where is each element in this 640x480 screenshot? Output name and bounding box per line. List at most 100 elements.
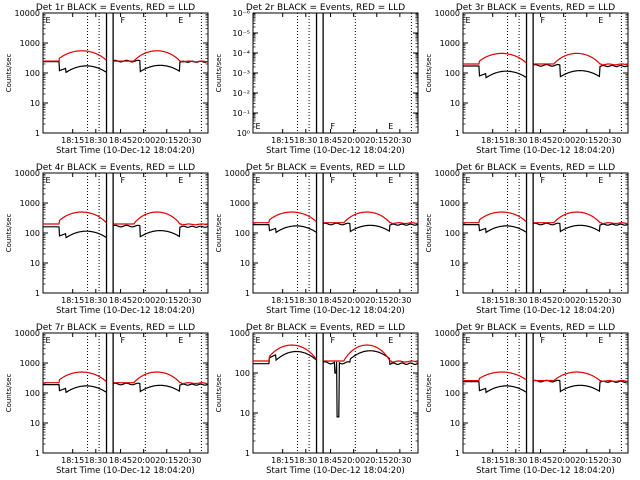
x-tick-label: 18:15 [61,456,84,465]
events-series-line [43,382,209,394]
x-tick-label: 20:30 [388,456,411,465]
lld-series-line [43,211,209,226]
y-tick-label: 1 [455,289,460,298]
x-tick-label: 18:45 [109,296,132,305]
x-tick-label: 18:30 [84,456,107,465]
x-tick-label: 18:30 [504,136,527,145]
flag-label: E [45,176,50,185]
plot-frame [462,172,629,294]
x-tick-label: 20:30 [178,296,201,305]
x-axis-label: Start Time (10-Dec-12 18:04:20) [56,306,195,316]
lld-series-line [253,211,418,225]
flag-label: F [541,336,546,345]
flag-label: E [465,336,470,345]
flag-label: E [465,16,470,25]
events-series-line [463,379,629,394]
y-tick-label: 10 [450,99,460,108]
x-tick-label: 20:00 [132,296,155,305]
plot-frame [462,332,629,454]
y-tick-label: 100 [445,229,460,238]
x-tick-label: 18:30 [84,296,107,305]
x-tick-label: 18:15 [61,296,84,305]
flag-label: E [598,176,603,185]
plot-frame [42,172,209,294]
flag-label: E [255,176,260,185]
x-axis-label: Start Time (10-Dec-12 18:04:20) [56,466,195,476]
x-axis-label: Start Time (10-Dec-12 18:04:20) [266,146,405,156]
x-tick-label: 18:45 [529,296,552,305]
y-tick-label: 10⁻⁶ [232,9,250,18]
x-tick-label: 20:15 [365,296,388,305]
flag-label: E [45,336,50,345]
x-tick-label: 18:15 [481,456,504,465]
y-axis-label: Counts/sec [425,54,433,93]
x-tick-label: 20:00 [132,456,155,465]
panel-title: Det 8r BLACK = Events, RED = LLD [246,323,405,333]
x-tick-label: 18:15 [481,136,504,145]
x-tick-label: 18:45 [529,136,552,145]
x-tick-label: 20:30 [388,296,411,305]
x-axis-label: Start Time (10-Dec-12 18:04:20) [266,466,405,476]
y-tick-label: 10000 [15,9,40,18]
x-tick-label: 18:15 [271,136,294,145]
y-tick-label: 100 [445,389,460,398]
flag-label: E [388,336,393,345]
lld-series-line [463,211,628,225]
panel-title: Det 3r BLACK = Events, RED = LLD [456,3,615,13]
plot-frame [252,12,419,134]
y-tick-label: 10⁻⁴ [232,49,250,58]
x-tick-label: 20:15 [155,456,178,465]
flag-label: E [388,122,393,131]
flag-label: F [331,336,336,345]
x-tick-label: 20:30 [178,136,201,145]
flag-label: F [121,336,126,345]
panel-title: Det 5r BLACK = Events, RED = LLD [246,163,405,173]
x-tick-label: 18:30 [294,456,317,465]
x-tick-label: 20:30 [598,136,621,145]
y-tick-label: 1000 [20,199,40,208]
y-tick-label: 1 [245,449,250,458]
panel-det-1: Det 1r BLACK = Events, RED = LLD 1 10 100 10… [5,3,209,156]
y-tick-label: 1000 [440,199,460,208]
x-tick-label: 18:15 [271,456,294,465]
y-tick-label: 100 [235,369,250,378]
x-axis-label: Start Time (10-Dec-12 18:04:20) [56,146,195,156]
panel-det-3: Det 3r BLACK = Events, RED = LLD 1 10 100 10… [425,3,629,156]
y-tick-label: 10000 [225,169,250,178]
flag-label: E [465,176,470,185]
y-tick-label: 10 [450,419,460,428]
y-tick-label: 10⁻³ [232,69,250,78]
plot-frame [462,12,629,134]
x-tick-label: 18:30 [294,136,317,145]
y-tick-label: 10 [30,419,40,428]
events-series-line [463,63,629,79]
x-tick-label: 20:15 [575,136,598,145]
x-tick-label: 20:15 [155,296,178,305]
flag-label: F [121,176,126,185]
y-tick-label: 10 [30,259,40,268]
x-tick-label: 18:30 [504,296,527,305]
x-axis-label: Start Time (10-Dec-12 18:04:20) [266,306,405,316]
panel-det-2: Det 2r BLACK = Events, RED = LLD 10⁰ 10⁻¹ 1… [215,3,419,156]
y-tick-label: 100 [235,229,250,238]
x-tick-label: 20:00 [552,136,575,145]
y-axis-label: Counts/sec [425,374,433,413]
flag-label: E [255,336,260,345]
x-tick-label: 18:30 [294,296,317,305]
x-tick-label: 18:45 [109,136,132,145]
lld-series-line [463,371,629,383]
flag-label: E [388,176,393,185]
flag-label: F [121,16,126,25]
x-tick-label: 20:30 [388,136,411,145]
panel-title: Det 1r BLACK = Events, RED = LLD [36,3,195,13]
y-axis-label: Counts/sec [5,54,13,93]
x-tick-label: 18:15 [61,136,84,145]
lld-series-line [463,52,629,66]
panel-det-5: Det 5r BLACK = Events, RED = LLD 1 10 100 10… [215,163,419,316]
x-tick-label: 18:45 [319,296,342,305]
events-series-line [43,224,209,239]
panel-det-4: Det 4r BLACK = Events, RED = LLD 1 10 100 10… [5,163,209,316]
x-tick-label: 20:00 [342,296,365,305]
panel-title: Det 7r BLACK = Events, RED = LLD [36,323,195,333]
x-tick-label: 20:15 [365,456,388,465]
